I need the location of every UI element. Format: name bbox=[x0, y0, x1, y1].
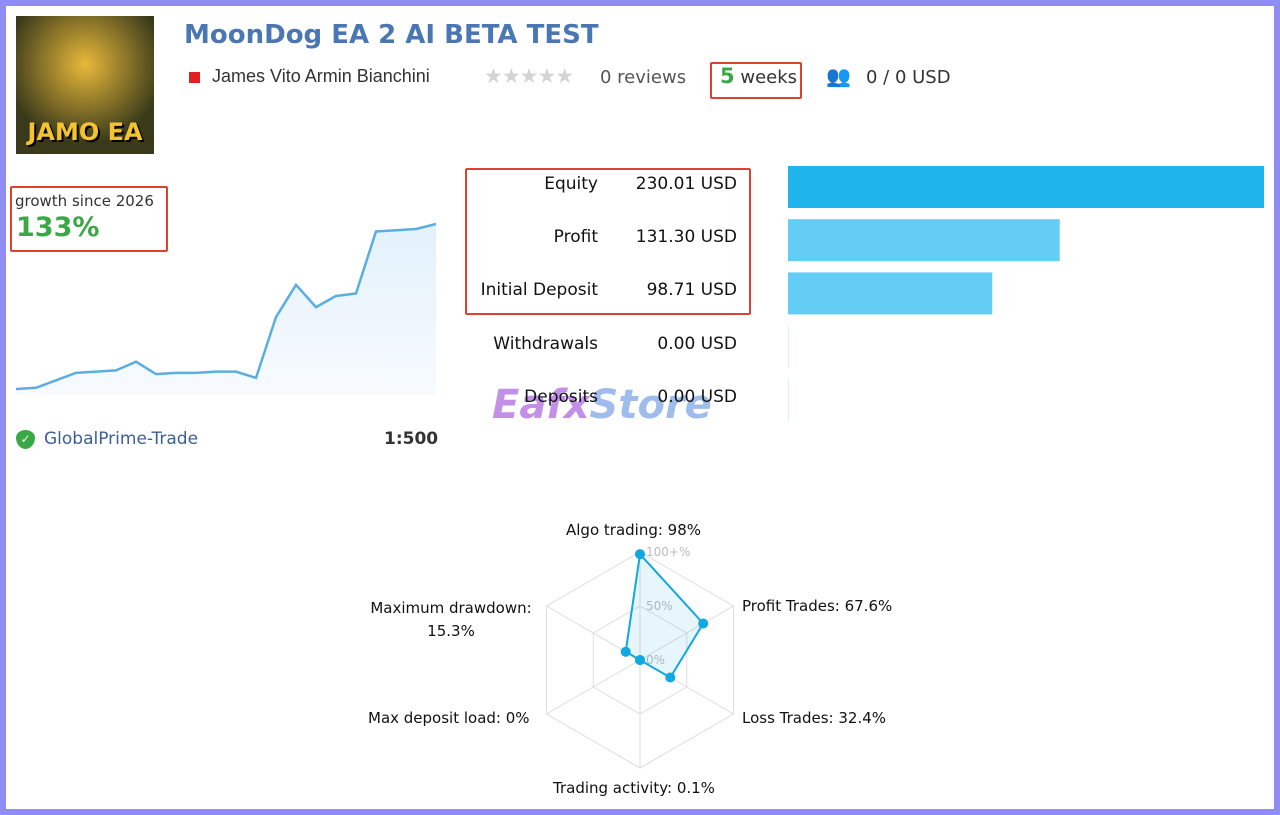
balance-bar bbox=[788, 166, 1264, 208]
subscribers: 0 / 0 USD bbox=[866, 67, 951, 88]
title[interactable]: MoonDog EA 2 AI BETA TEST bbox=[184, 20, 599, 50]
logo: JAMO EA bbox=[16, 16, 154, 154]
watermark: EafxStore bbox=[492, 382, 712, 428]
logo-text: JAMO EA bbox=[27, 118, 143, 146]
highlight-box bbox=[465, 168, 751, 315]
radar-tick-label: 0% bbox=[646, 653, 665, 667]
reviews[interactable]: 0 reviews bbox=[600, 67, 687, 88]
balance-bar bbox=[788, 219, 1060, 262]
radar-point bbox=[635, 655, 645, 665]
growth-label: growth since 2026 bbox=[15, 192, 154, 210]
radar-axis bbox=[639, 605, 734, 661]
radar-point bbox=[635, 549, 645, 560]
balance-bar bbox=[788, 325, 789, 368]
flag bbox=[189, 72, 200, 83]
balance-label: Initial Deposit bbox=[480, 280, 598, 301]
balance-value: 0.00 USD bbox=[657, 333, 737, 354]
watermark-part: Eafx bbox=[492, 382, 590, 428]
radar-label: Loss Trades: 32.4% bbox=[742, 709, 887, 727]
radar-axis bbox=[546, 659, 641, 715]
radar-label: Max deposit load: 0% bbox=[368, 709, 530, 727]
growth-line bbox=[15, 222, 437, 391]
radar-tick-label: 50% bbox=[646, 599, 673, 613]
watermark-part: Store bbox=[589, 382, 712, 428]
radar-tick-label: 100+% bbox=[646, 545, 690, 559]
growth-area bbox=[16, 224, 436, 395]
highlight-box bbox=[710, 62, 802, 99]
balance-bar bbox=[788, 272, 993, 315]
age: 5 weeks bbox=[720, 64, 797, 88]
balance-label: Withdrawals bbox=[493, 333, 598, 354]
radar-point bbox=[620, 646, 631, 657]
leverage: 1:500 bbox=[384, 429, 439, 449]
balance-label: Deposits bbox=[524, 386, 598, 407]
balance-bar bbox=[788, 378, 789, 421]
broker[interactable]: GlobalPrime-Trade bbox=[44, 429, 199, 449]
radar-label: Maximum drawdown: 15.3% bbox=[370, 599, 532, 640]
age-value: 5 bbox=[720, 64, 735, 88]
subscribers-icon: 👥 bbox=[826, 64, 851, 88]
radar-label: Trading activity: 0.1% bbox=[553, 779, 715, 797]
balance-label: Equity bbox=[544, 174, 598, 194]
balance-label: Profit bbox=[553, 227, 598, 248]
age-unit: weeks bbox=[740, 67, 798, 88]
balance-value: 98.71 USD bbox=[646, 280, 737, 301]
balance-value: 0.00 USD bbox=[657, 386, 737, 407]
radar-point bbox=[665, 672, 676, 683]
highlight-box bbox=[10, 186, 168, 252]
balance-value: 230.01 USD bbox=[635, 174, 737, 194]
radar-label: Profit Trades: 67.6% bbox=[742, 597, 893, 615]
radar-label: Algo trading: 98% bbox=[566, 521, 702, 539]
radar-point bbox=[698, 618, 709, 629]
verified-icon: ✓ bbox=[16, 430, 35, 449]
stars: ★★★★★ bbox=[484, 64, 574, 88]
balance-value: 131.30 USD bbox=[635, 227, 737, 248]
author[interactable]: James Vito Armin Bianchini bbox=[212, 66, 430, 86]
growth-value: 133% bbox=[16, 212, 100, 243]
